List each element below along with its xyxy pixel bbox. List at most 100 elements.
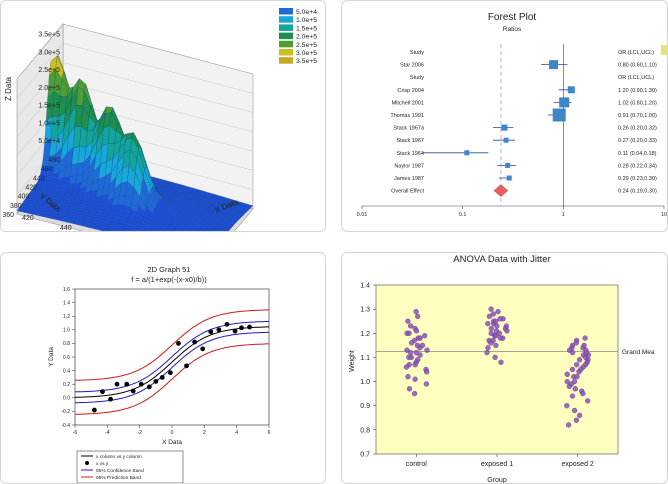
data-point bbox=[146, 384, 152, 390]
forest-study-label: Star 2006 bbox=[400, 63, 424, 69]
surface-facet bbox=[196, 230, 199, 231]
data-point bbox=[492, 354, 498, 361]
legend-label: 3.0e+5 bbox=[296, 50, 317, 57]
y-tick-label: 1.2 bbox=[360, 331, 370, 338]
x-tick-label: -2 bbox=[137, 430, 142, 436]
forest-study-label: Mitchell 2001 bbox=[392, 100, 424, 106]
z-tick-label: 1.5e+5 bbox=[38, 103, 60, 110]
graph51-subtitle: f = a/(1+exp(-(x-x0)/b)) bbox=[131, 275, 207, 284]
legend-swatch bbox=[279, 24, 293, 31]
data-point bbox=[423, 381, 430, 387]
data-point bbox=[114, 381, 120, 387]
y-tick-label: 0.4 bbox=[63, 368, 70, 374]
data-point bbox=[569, 349, 576, 356]
forest-effect-box bbox=[501, 124, 508, 131]
data-point bbox=[208, 329, 214, 335]
sigmoid-graph-panel: 2D Graph 51 f = a/(1+exp(-(x-x0)/b)) -6-… bbox=[0, 252, 326, 484]
y-tick-label: 0.2 bbox=[63, 382, 70, 388]
forest-value-label: 0.24 (0.19,0.30) bbox=[618, 189, 657, 195]
category-label: exposed 2 bbox=[562, 461, 594, 468]
forest-value-label: OR (LCL,UCL) bbox=[618, 50, 654, 56]
forest-study-label: James 1987 bbox=[394, 176, 424, 182]
y-tick-label: 400 bbox=[18, 194, 30, 201]
forest-highlight bbox=[661, 45, 667, 55]
data-point bbox=[417, 335, 423, 341]
x-tick-label: 4 bbox=[235, 430, 238, 436]
x-tick-label: 0 bbox=[171, 430, 174, 436]
data-point bbox=[585, 398, 591, 404]
data-point bbox=[576, 369, 582, 375]
y-tick-label: 360 bbox=[2, 212, 14, 219]
legend-swatch bbox=[85, 461, 89, 465]
data-point bbox=[159, 375, 165, 380]
forest-study-label: Stack 1967 bbox=[396, 138, 424, 144]
legend-label: x column vs y column bbox=[96, 454, 142, 460]
data-point bbox=[493, 318, 499, 324]
data-point bbox=[576, 357, 583, 363]
confidence-band-lower bbox=[74, 331, 270, 404]
legend-label: 2.5e+5 bbox=[296, 42, 317, 49]
data-point bbox=[405, 374, 411, 380]
data-point bbox=[484, 349, 490, 356]
forest-study-label: Naylor 1987 bbox=[394, 163, 424, 169]
surface-facet bbox=[164, 231, 172, 232]
data-point bbox=[200, 346, 206, 352]
data-point bbox=[403, 364, 410, 370]
y-tick-label: 440 bbox=[33, 175, 45, 182]
data-point bbox=[415, 313, 421, 320]
forest-x-tick-label: 0.01 bbox=[357, 212, 368, 218]
data-point bbox=[100, 389, 105, 395]
z-axis-label: Z Data bbox=[4, 76, 13, 101]
data-point bbox=[92, 407, 97, 413]
prediction-band-lower bbox=[75, 343, 269, 415]
data-point bbox=[247, 324, 253, 330]
data-point bbox=[490, 311, 496, 317]
forest-study-label: Study bbox=[410, 50, 424, 56]
data-point bbox=[494, 323, 500, 329]
data-point bbox=[408, 340, 415, 346]
data-point bbox=[412, 362, 418, 368]
grand-mean-label: Grand Mea bbox=[622, 349, 655, 356]
forest-title: Forest Plot bbox=[488, 12, 537, 23]
data-point bbox=[497, 316, 503, 322]
data-point bbox=[565, 422, 572, 428]
prediction-band-upper bbox=[75, 309, 269, 381]
data-point bbox=[573, 340, 579, 346]
data-point bbox=[407, 349, 414, 356]
data-point bbox=[574, 362, 580, 368]
x-tick-label: 420 bbox=[22, 215, 34, 222]
forest-value-label: 0.28 (0.22,0.34) bbox=[618, 163, 657, 169]
forest-effect-box bbox=[549, 60, 559, 70]
forest-value-label: 1.20 (0.90,1.30) bbox=[618, 88, 657, 94]
legend-label: 95% Prediction Band bbox=[96, 475, 141, 481]
forest-value-label: 0.11 (0.04,0.18) bbox=[618, 151, 657, 157]
data-point bbox=[108, 396, 113, 402]
y-tick-label: 380 bbox=[10, 203, 22, 210]
data-point bbox=[424, 369, 430, 375]
data-point bbox=[153, 379, 159, 384]
forest-x-tick-label: 1 bbox=[562, 212, 565, 218]
y-tick-label: 1.4 bbox=[63, 300, 70, 306]
forest-value-label: 0.80 (0.60,1.10) bbox=[618, 63, 657, 69]
data-point bbox=[411, 390, 418, 397]
forest-subtitle: Ratios bbox=[503, 26, 522, 33]
surface-facet bbox=[188, 230, 191, 231]
data-point bbox=[493, 342, 499, 349]
surface-facet bbox=[173, 230, 174, 231]
fit-curve bbox=[75, 326, 269, 398]
data-point bbox=[583, 349, 590, 356]
forest-effect-box bbox=[506, 175, 512, 181]
z-tick-label: 1.0e+5 bbox=[38, 120, 60, 127]
data-point bbox=[130, 388, 136, 394]
forest-effect-box bbox=[503, 137, 509, 143]
surface-wall-gridline bbox=[62, 62, 254, 113]
data-point bbox=[564, 371, 570, 377]
legend-swatch bbox=[279, 16, 293, 23]
y-tick-label: 1.3 bbox=[360, 307, 370, 314]
data-point bbox=[490, 337, 496, 344]
confidence-band-upper bbox=[74, 320, 270, 393]
graph51-title: 2D Graph 51 bbox=[148, 265, 191, 274]
data-point bbox=[566, 383, 573, 390]
data-point bbox=[408, 323, 414, 329]
legend-label: 1.5e+5 bbox=[296, 25, 317, 32]
